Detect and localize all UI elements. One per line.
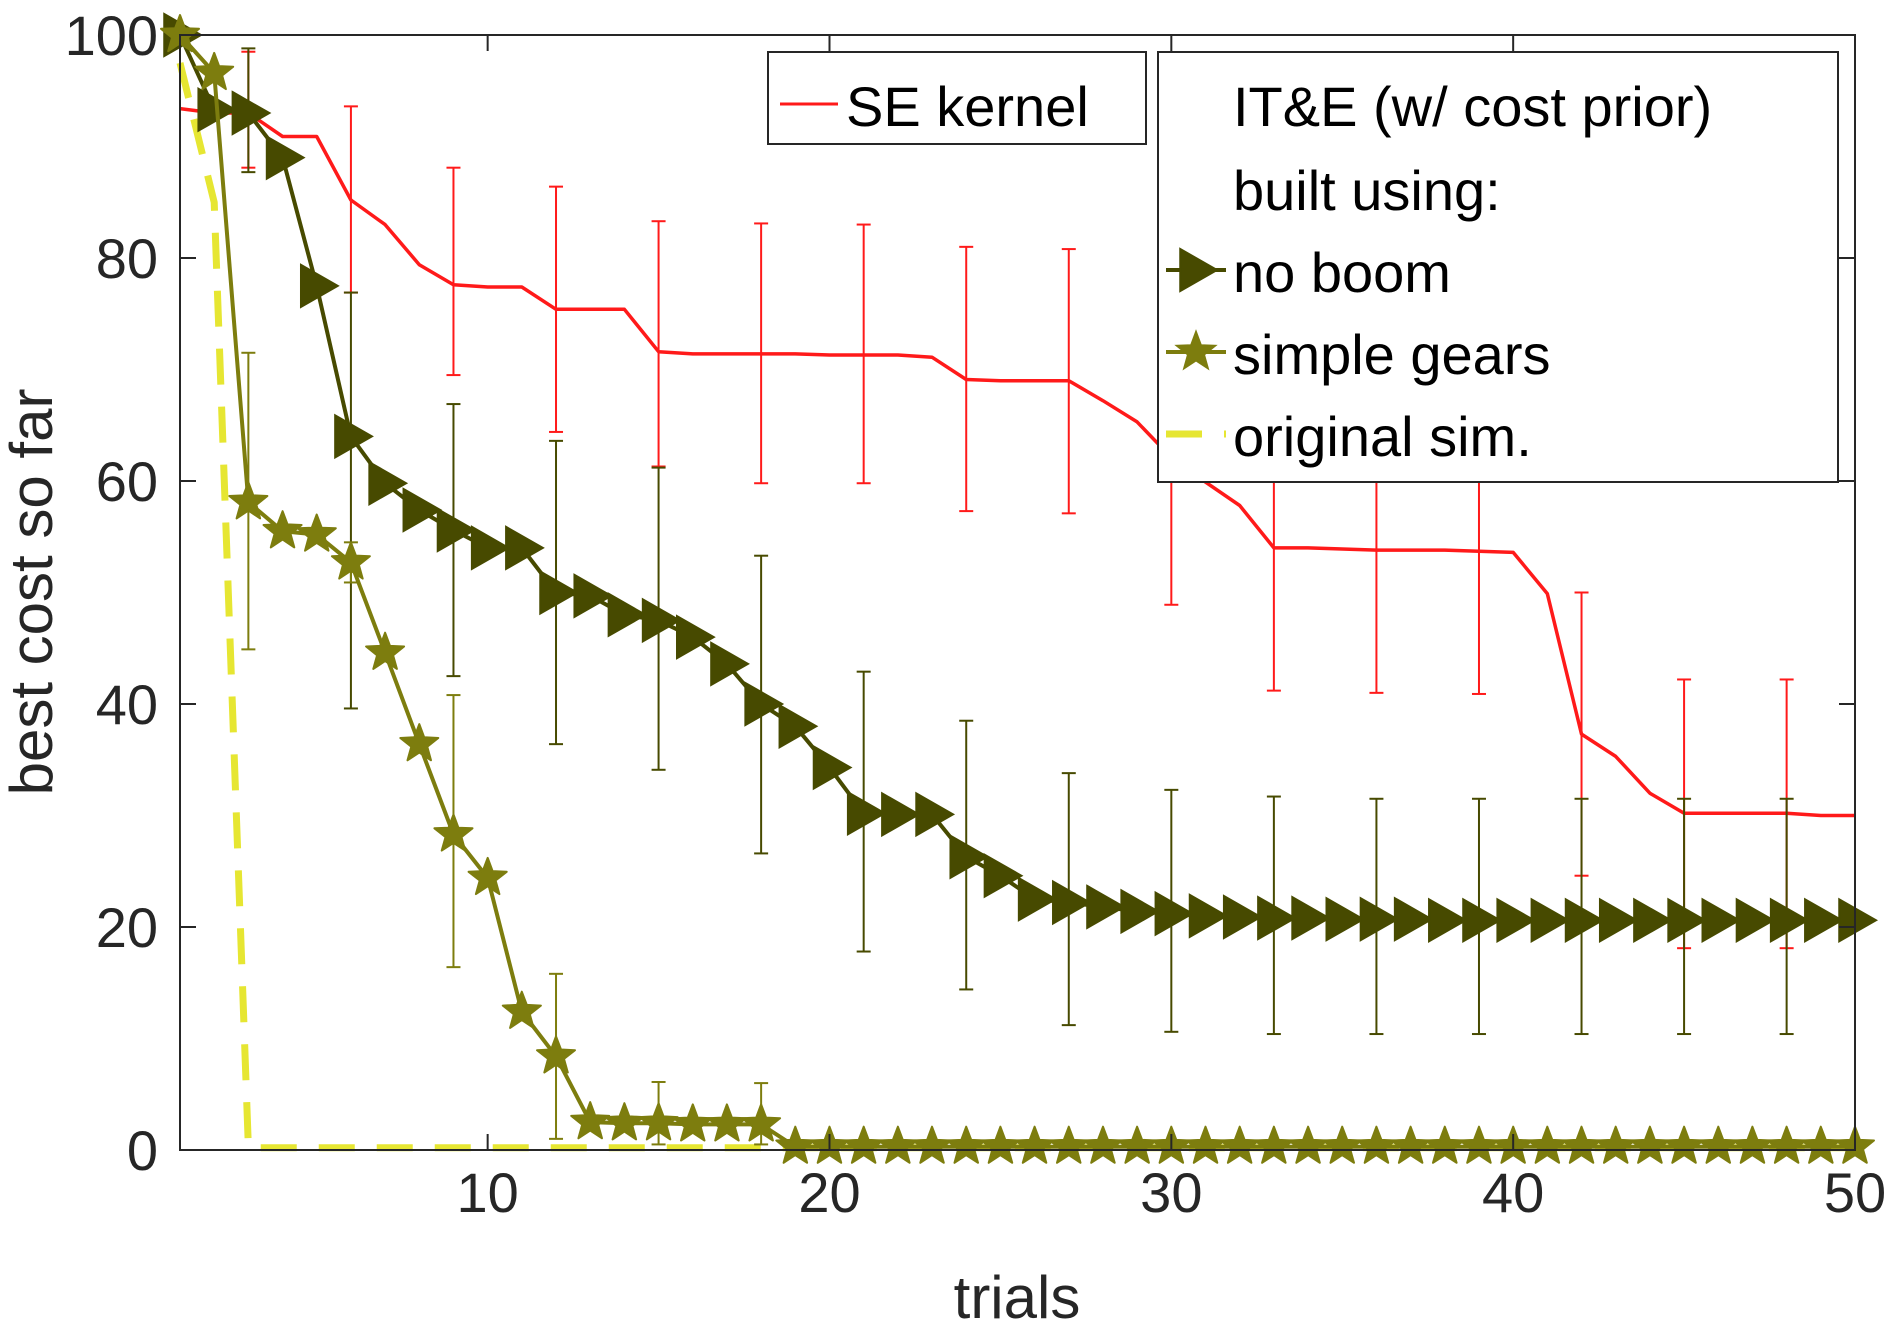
data-point-no-boom (1120, 888, 1161, 935)
data-point-no-boom (402, 487, 443, 533)
data-point-no-boom (1052, 879, 1092, 926)
data-point-simple-gears (467, 856, 508, 896)
data-point-no-boom (1496, 897, 1537, 944)
data-point-simple-gears (399, 723, 440, 762)
y-axis-label: best cost so far (0, 389, 65, 796)
legend-swatch-no-boom (1166, 247, 1226, 293)
series-line-se-kernel (179, 106, 1855, 818)
data-point-no-boom (1086, 884, 1126, 930)
data-point-no-boom (1291, 895, 1332, 941)
x-axis-label: trials (954, 1264, 1081, 1330)
legend-header-line-1: IT&E (w/ cost prior) (1233, 75, 1712, 138)
axes-layer: 10 20 30 40 50 0 20 40 60 80 100 (65, 4, 1887, 1224)
data-point-no-boom (265, 134, 306, 181)
data-point-no-boom (1359, 896, 1400, 942)
data-point-no-boom (1188, 893, 1229, 939)
series-layer (160, 12, 1879, 1164)
legend-swatch-marker (1179, 247, 1220, 293)
data-point-simple-gears (194, 51, 235, 91)
data-point-no-boom (710, 641, 750, 687)
legend-left-box (767, 51, 1147, 145)
data-point-no-boom (470, 525, 511, 571)
data-point-no-boom (1804, 897, 1844, 944)
data-point-simple-gears (365, 631, 406, 670)
data-point-no-boom (1257, 895, 1297, 941)
data-point-no-boom (1564, 897, 1605, 944)
legend-label-se-kernel: SE kernel (846, 75, 1089, 138)
data-point-simple-gears (638, 1102, 679, 1141)
data-point-no-boom (1701, 897, 1742, 944)
data-point-no-boom (1598, 897, 1639, 944)
data-point-no-boom (676, 614, 716, 660)
y-tick-label: 40 (96, 673, 158, 736)
y-tick-label: 80 (96, 227, 158, 290)
data-point-simple-gears (570, 1101, 611, 1140)
data-point-no-boom (881, 791, 921, 838)
data-point-no-boom (1633, 897, 1673, 944)
data-point-no-boom (1769, 897, 1810, 944)
data-point-no-boom (539, 569, 580, 616)
series-no-boom (163, 12, 1879, 1036)
x-tick-label: 30 (1140, 1161, 1202, 1224)
data-point-no-boom (1838, 897, 1879, 944)
data-point-no-boom (846, 790, 887, 836)
data-point-no-boom (368, 460, 409, 506)
x-tick-label: 20 (798, 1161, 860, 1224)
legend-label-simple-gears: simple gears (1233, 323, 1550, 386)
data-point-no-boom (983, 852, 1024, 899)
data-point-simple-gears (741, 1103, 782, 1142)
data-point-no-boom (1428, 897, 1468, 944)
data-point-no-boom (915, 791, 956, 838)
data-point-simple-gears (262, 510, 303, 549)
data-point-simple-gears (501, 990, 542, 1029)
data-point-no-boom (231, 90, 272, 136)
data-point-no-boom (949, 834, 990, 880)
series-se-kernel (179, 50, 1855, 950)
data-point-simple-gears (330, 541, 371, 580)
legend-swatch-simple-gears (1166, 329, 1226, 371)
data-point-no-boom (505, 525, 545, 571)
legend-right: IT&E (w/ cost prior) built using: no boo… (1157, 51, 1839, 483)
y-tick-label: 20 (96, 896, 158, 959)
legend-left: SE kernel (767, 51, 1147, 145)
data-point-no-boom (1530, 897, 1571, 944)
data-point-no-boom (1667, 897, 1708, 944)
data-point-no-boom (1154, 890, 1195, 937)
data-point-no-boom (436, 507, 477, 553)
data-point-no-boom (573, 573, 614, 619)
legend-right-box (1157, 51, 1839, 483)
data-point-no-boom (299, 263, 340, 309)
axes-box (179, 34, 1856, 1151)
data-point-no-boom (1222, 894, 1263, 940)
data-point-no-boom (1393, 896, 1434, 942)
data-point-no-boom (812, 744, 853, 791)
data-point-no-boom (1462, 897, 1502, 944)
x-tick-label: 40 (1482, 1161, 1544, 1224)
data-point-no-boom (334, 413, 374, 460)
data-point-no-boom (1017, 876, 1058, 922)
data-point-simple-gears (228, 481, 269, 520)
legend-swatch-marker (1174, 329, 1218, 371)
y-tick-label: 0 (127, 1119, 158, 1182)
legend-label-original-sim: original sim. (1233, 405, 1532, 468)
y-tick-label: 60 (96, 450, 158, 513)
data-point-no-boom (778, 703, 819, 750)
data-point-no-boom (607, 592, 648, 638)
data-point-no-boom (1735, 897, 1776, 944)
data-point-simple-gears (433, 813, 474, 852)
data-point-no-boom (744, 681, 785, 727)
x-tick-label: 10 (457, 1161, 519, 1224)
legend-label-no-boom: no boom (1233, 241, 1451, 304)
legend-header-line-2: built using: (1233, 159, 1501, 222)
data-point-no-boom (1325, 896, 1366, 942)
data-point-no-boom (641, 597, 682, 644)
data-point-simple-gears (296, 513, 337, 552)
y-tick-label: 100 (65, 4, 158, 67)
x-tick-label: 50 (1824, 1161, 1886, 1224)
data-point-simple-gears (536, 1035, 576, 1074)
